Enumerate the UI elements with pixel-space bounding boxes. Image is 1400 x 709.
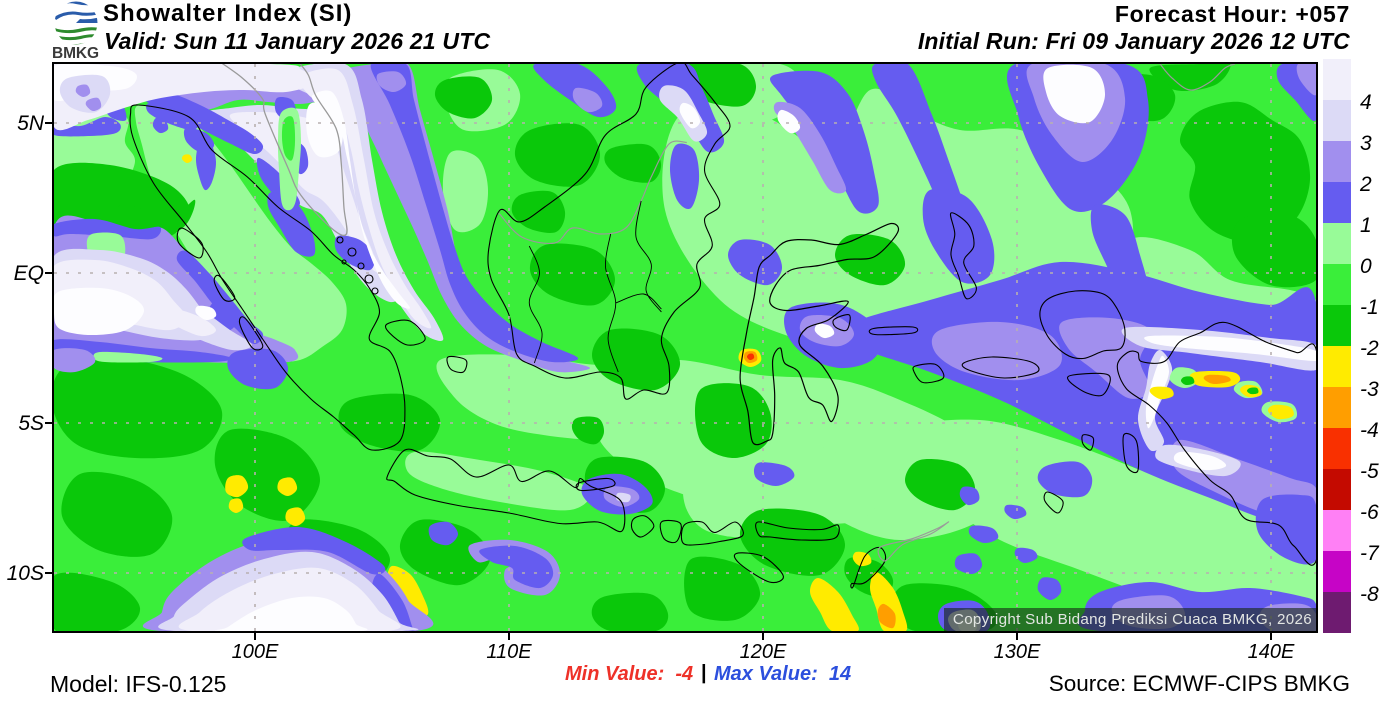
- svg-text:BMKG: BMKG: [52, 45, 99, 59]
